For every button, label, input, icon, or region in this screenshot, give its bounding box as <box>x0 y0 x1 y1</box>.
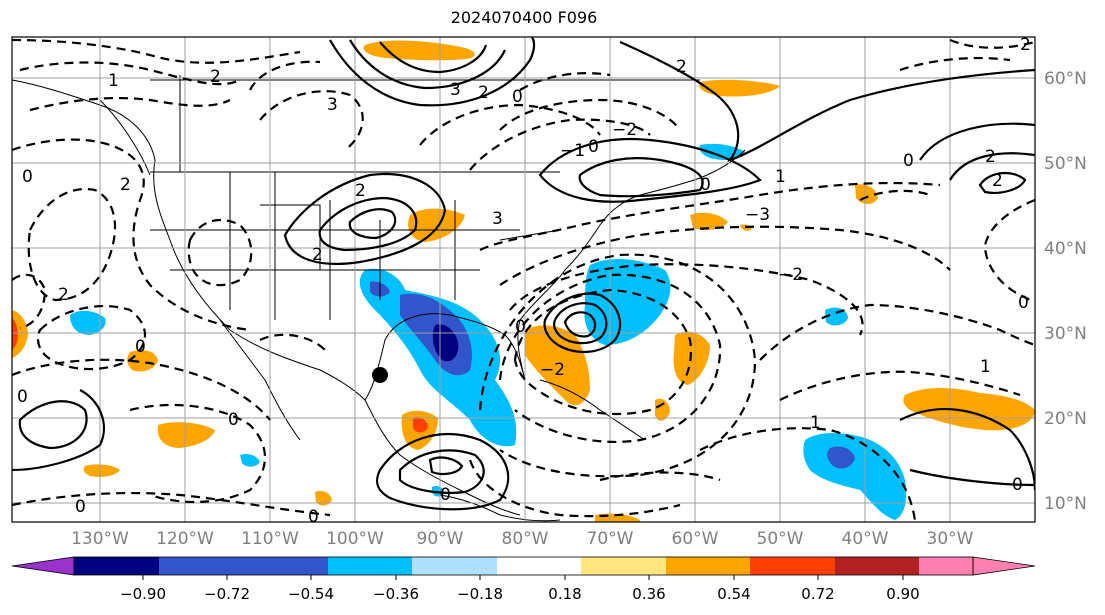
negative-contours <box>12 38 1035 522</box>
contour-label: 2 <box>210 67 221 87</box>
contour-label: 1 <box>108 71 119 91</box>
lat-label: 10°N <box>1044 494 1087 514</box>
contour-label: 0 <box>1012 475 1023 495</box>
lat-label: 40°N <box>1044 239 1087 259</box>
map-frame <box>11 36 1036 523</box>
contour-label: 2 <box>312 245 323 265</box>
lon-label: 50°W <box>757 529 804 549</box>
lon-label: 100°W <box>326 529 384 549</box>
contour-label: 1 <box>810 413 821 433</box>
colorbar-swatch <box>666 557 750 575</box>
contour-label: 2 <box>676 57 687 77</box>
lat-label: 20°N <box>1044 409 1087 429</box>
colorbar: −0.90 −0.72 −0.54 −0.36 −0.18 0.18 0.36 … <box>11 556 1036 603</box>
contour-label: 2 <box>1020 35 1031 55</box>
contour-label: 3 <box>327 95 338 115</box>
colorbar-swatch <box>243 557 328 575</box>
colorbar-swatch <box>835 557 919 575</box>
contour-label: 2 <box>355 181 366 201</box>
colorbar-swatch <box>750 557 835 575</box>
colorbar-tick-label: −0.72 <box>204 585 250 603</box>
lon-label: 30°W <box>927 529 974 549</box>
contour-label: 2 <box>985 147 996 167</box>
contour-label: 2 <box>58 285 69 305</box>
lon-label: 70°W <box>587 529 634 549</box>
contour-label: 0 <box>228 410 239 430</box>
colorbar-swatch <box>581 557 666 575</box>
contour-label: 2 <box>478 83 489 103</box>
location-marker <box>372 367 388 383</box>
contour-label: 0 <box>903 151 914 171</box>
colorbar-swatch <box>328 557 412 575</box>
contour-labels: 1 2 3 2 0 −1 0 −2 2 2 2 3 −3 −2 1 0 2 2 … <box>17 35 1031 527</box>
lat-label: 50°N <box>1044 154 1087 174</box>
colorbar-tick-label: 0.72 <box>801 585 834 603</box>
contour-label: 0 <box>22 167 33 187</box>
contour-label: 3 <box>492 209 503 229</box>
contour-label: 0 <box>588 137 599 157</box>
colorbar-swatch <box>919 557 973 575</box>
contour-label: 1 <box>980 357 991 377</box>
latitude-labels: 60°N 50°N 40°N 30°N 20°N 10°N <box>1044 69 1087 514</box>
colorbar-tick-label: −0.36 <box>373 585 419 603</box>
lon-label: 130°W <box>71 529 129 549</box>
contour-label: −2 <box>540 360 565 380</box>
colorbar-tick-label: 0.18 <box>548 585 581 603</box>
coastlines <box>12 75 746 522</box>
contour-label: 0 <box>17 387 28 407</box>
lon-label: 60°W <box>672 529 719 549</box>
map-title: 2024070400 F096 <box>450 8 598 27</box>
colorbar-tick-label: −0.18 <box>457 585 503 603</box>
contour-label: 0 <box>512 87 523 107</box>
contour-label: 3 <box>450 80 461 100</box>
colorbar-swatch <box>74 557 159 575</box>
lon-label: 90°W <box>417 529 464 549</box>
lon-label: 80°W <box>502 529 549 549</box>
colorbar-extend-high <box>972 556 1036 576</box>
contour-label: −2 <box>778 265 803 285</box>
colorbar-tick-label: 0.36 <box>632 585 665 603</box>
contour-label: −3 <box>745 205 770 225</box>
contour-label: 1 <box>775 167 786 187</box>
contour-label: 0 <box>440 485 451 505</box>
contour-label: −1 <box>560 141 585 161</box>
contour-label: −2 <box>612 120 637 140</box>
lat-label: 60°N <box>1044 69 1087 89</box>
colorbar-swatch <box>497 557 581 575</box>
longitude-labels: 130°W 120°W 110°W 100°W 90°W 80°W 70°W 6… <box>71 529 974 549</box>
contour-label: 0 <box>135 337 146 357</box>
contour-label: 0 <box>308 507 319 527</box>
colorbar-swatch <box>159 557 243 575</box>
colorbar-extend-low <box>11 556 75 576</box>
colorbar-tick-label: 0.54 <box>717 585 750 603</box>
contour-label: 2 <box>120 175 131 195</box>
colorbar-tick-label: −0.90 <box>120 585 166 603</box>
colorbar-swatch <box>412 557 497 575</box>
contour-label: 0 <box>75 497 86 517</box>
map-area: 1 2 3 2 0 −1 0 −2 2 2 2 3 −3 −2 1 0 2 2 … <box>12 35 1035 527</box>
contour-label: 0 <box>700 175 711 195</box>
positive-contours <box>12 37 1035 511</box>
colorbar-tick-label: 0.90 <box>886 585 919 603</box>
contour-label: 0 <box>1018 293 1029 313</box>
lat-label: 30°N <box>1044 324 1087 344</box>
contour-label: 2 <box>992 171 1003 191</box>
contour-label: 0 <box>515 317 526 337</box>
lon-label: 110°W <box>241 529 299 549</box>
graticule <box>12 37 1035 522</box>
colorbar-tick-label: −0.54 <box>288 585 334 603</box>
lon-label: 120°W <box>156 529 214 549</box>
lon-label: 40°W <box>842 529 889 549</box>
